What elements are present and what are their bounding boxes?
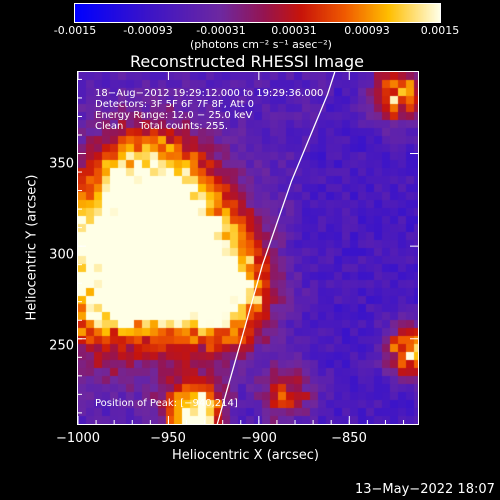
- x-tick-label: −850: [331, 431, 367, 446]
- x-tick-label: −950: [150, 431, 186, 446]
- rhessi-image: [78, 72, 418, 424]
- info-peak-position: Position of Peak: [−940,214]: [95, 398, 238, 409]
- colorbar-tick-label: 0.00093: [344, 24, 390, 37]
- plot-title: Reconstructed RHESSI Image: [130, 52, 364, 71]
- x-tick-label: −900: [241, 431, 277, 446]
- solar-limb: [216, 72, 336, 424]
- colorbar-tick-label: -0.00031: [196, 24, 246, 37]
- y-tick-label: 300: [49, 247, 74, 263]
- colorbar-tick-label: 0.00031: [271, 24, 317, 37]
- colorbar-tick-label: -0.0015: [53, 24, 97, 37]
- info-energy-range: Energy Range: 12.0 − 25.0 keV: [95, 110, 253, 121]
- y-tick-label: 350: [49, 156, 74, 172]
- solar-limb-line: [216, 72, 336, 424]
- colorbar-tick-labels: -0.0015 -0.00093 -0.00031 0.00031 0.0009…: [0, 24, 500, 38]
- info-clean-counts: Clean Total counts: 255.: [95, 121, 229, 132]
- colorbar-tick-label: -0.00093: [123, 24, 173, 37]
- info-time-range: 18−Aug−2012 19:29:12.000 to 19:29:36.000: [95, 88, 324, 99]
- footer-timestamp: 13−May−2022 18:07: [355, 482, 495, 497]
- y-axis-label: Heliocentric Y (arcsec): [24, 174, 40, 321]
- colorbar-tick-label: 0.0015: [420, 24, 460, 37]
- colorbar-units-label: (photons cm⁻² s⁻¹ asec⁻²): [190, 38, 332, 51]
- info-detectors: Detectors: 3F 5F 6F 7F 8F, Att 0: [95, 99, 255, 110]
- y-tick-label: 250: [49, 338, 74, 354]
- x-tick-label: −1000: [56, 431, 100, 446]
- x-axis-label: Heliocentric X (arcsec): [172, 448, 319, 463]
- colorbar-gradient: [74, 3, 441, 23]
